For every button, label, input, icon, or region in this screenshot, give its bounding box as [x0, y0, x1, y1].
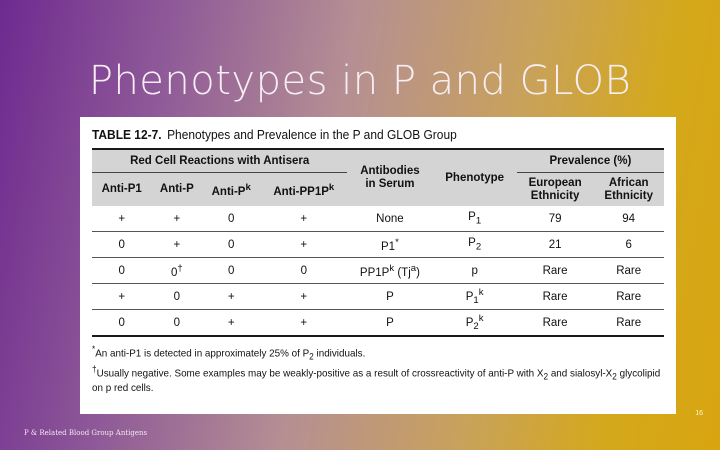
- table-row: 0 + 0 + P1* P2 21 6: [92, 231, 664, 258]
- cell-african: 6: [593, 231, 664, 258]
- header-anti-pp1pk: Anti-PP1Pk: [260, 172, 348, 206]
- cell-anti-pp1pk: +: [260, 283, 348, 310]
- cell-antibodies: None: [347, 206, 433, 232]
- cell-anti-p: 0: [151, 283, 203, 310]
- slide-title: Phenotypes in P and GLOB: [88, 58, 632, 104]
- phenotype-table: Red Cell Reactions with Antisera Antibod…: [92, 148, 664, 337]
- table-footnotes: *An anti-P1 is detected in approximately…: [92, 343, 662, 394]
- cell-european: 79: [516, 206, 594, 232]
- cell-anti-pk: 0: [202, 231, 261, 258]
- cell-phenotype: P2k: [432, 309, 517, 337]
- header-row-columns: Anti-P1 Anti-P Anti-Pk Anti-PP1Pk Europe…: [92, 172, 664, 206]
- footnote-2: †Usually negative. Some examples may be …: [92, 363, 661, 395]
- cell-european: Rare: [516, 309, 594, 337]
- table-caption: TABLE 12-7. Phenotypes and Prevalence in …: [92, 127, 618, 142]
- cell-anti-p1: 0: [92, 231, 152, 258]
- cell-anti-p1: +: [92, 206, 152, 232]
- header-anti-pk: Anti-Pk: [202, 172, 261, 206]
- table-panel: TABLE 12-7. Phenotypes and Prevalence in …: [80, 117, 676, 414]
- cell-anti-pk: +: [202, 309, 261, 337]
- cell-african: Rare: [593, 283, 664, 310]
- cell-anti-pp1pk: 0: [260, 257, 348, 284]
- header-antibodies: Antibodies in Serum: [347, 149, 433, 206]
- cell-african: Rare: [593, 309, 664, 337]
- cell-phenotype: P1k: [432, 283, 517, 310]
- cell-anti-p: 0†: [151, 257, 203, 284]
- table-row: + + 0 + None P1 79 94: [92, 206, 664, 232]
- table-row: 0 0 + + P P2k Rare Rare: [92, 309, 664, 337]
- cell-anti-p1: +: [92, 283, 152, 310]
- footnote-1: *An anti-P1 is detected in approximately…: [92, 344, 366, 362]
- header-african: African Ethnicity: [593, 172, 664, 206]
- cell-anti-pk: +: [202, 283, 261, 310]
- header-prevalence: Prevalence (%): [516, 149, 664, 173]
- header-anti-p: Anti-P: [151, 172, 203, 206]
- cell-anti-p: +: [151, 231, 203, 258]
- cell-african: 94: [593, 206, 664, 232]
- cell-anti-p1: 0: [92, 309, 152, 337]
- cell-anti-pk: 0: [202, 206, 261, 232]
- header-phenotype: Phenotype: [432, 149, 517, 206]
- cell-anti-pp1pk: +: [260, 309, 348, 337]
- cell-african: Rare: [593, 257, 664, 284]
- cell-antibodies: P: [347, 309, 433, 337]
- cell-antibodies: P: [347, 283, 433, 310]
- cell-antibodies: PP1Pk (Tja): [347, 257, 433, 284]
- cell-anti-p: +: [151, 206, 203, 232]
- cell-european: Rare: [516, 283, 594, 310]
- cell-anti-pp1pk: +: [260, 206, 348, 232]
- table-row: 0 0† 0 0 PP1Pk (Tja) p Rare Rare: [92, 257, 664, 284]
- cell-antibodies: P1*: [347, 231, 433, 258]
- table-label: TABLE 12-7.: [92, 127, 162, 142]
- cell-european: 21: [516, 231, 594, 258]
- cell-anti-pp1pk: +: [260, 231, 348, 258]
- table-row: + 0 + + P P1k Rare Rare: [92, 283, 664, 310]
- cell-phenotype: P1: [432, 206, 517, 232]
- header-anti-p1: Anti-P1: [92, 172, 152, 206]
- cell-anti-p: 0: [151, 309, 203, 337]
- cell-anti-pk: 0: [202, 257, 261, 284]
- cell-phenotype: p: [432, 257, 517, 284]
- slide-footer: P & Related Blood Group Antigens: [24, 429, 148, 437]
- cell-phenotype: P2: [432, 231, 517, 258]
- table-caption-text: Phenotypes and Prevalence in the P and G…: [167, 127, 457, 142]
- page-number: 16: [695, 410, 703, 417]
- header-red-cell-reactions: Red Cell Reactions with Antisera: [92, 149, 348, 173]
- header-european: European Ethnicity: [516, 172, 594, 206]
- cell-anti-p1: 0: [92, 257, 152, 284]
- cell-european: Rare: [516, 257, 594, 284]
- header-row-group: Red Cell Reactions with Antisera Antibod…: [92, 149, 664, 206]
